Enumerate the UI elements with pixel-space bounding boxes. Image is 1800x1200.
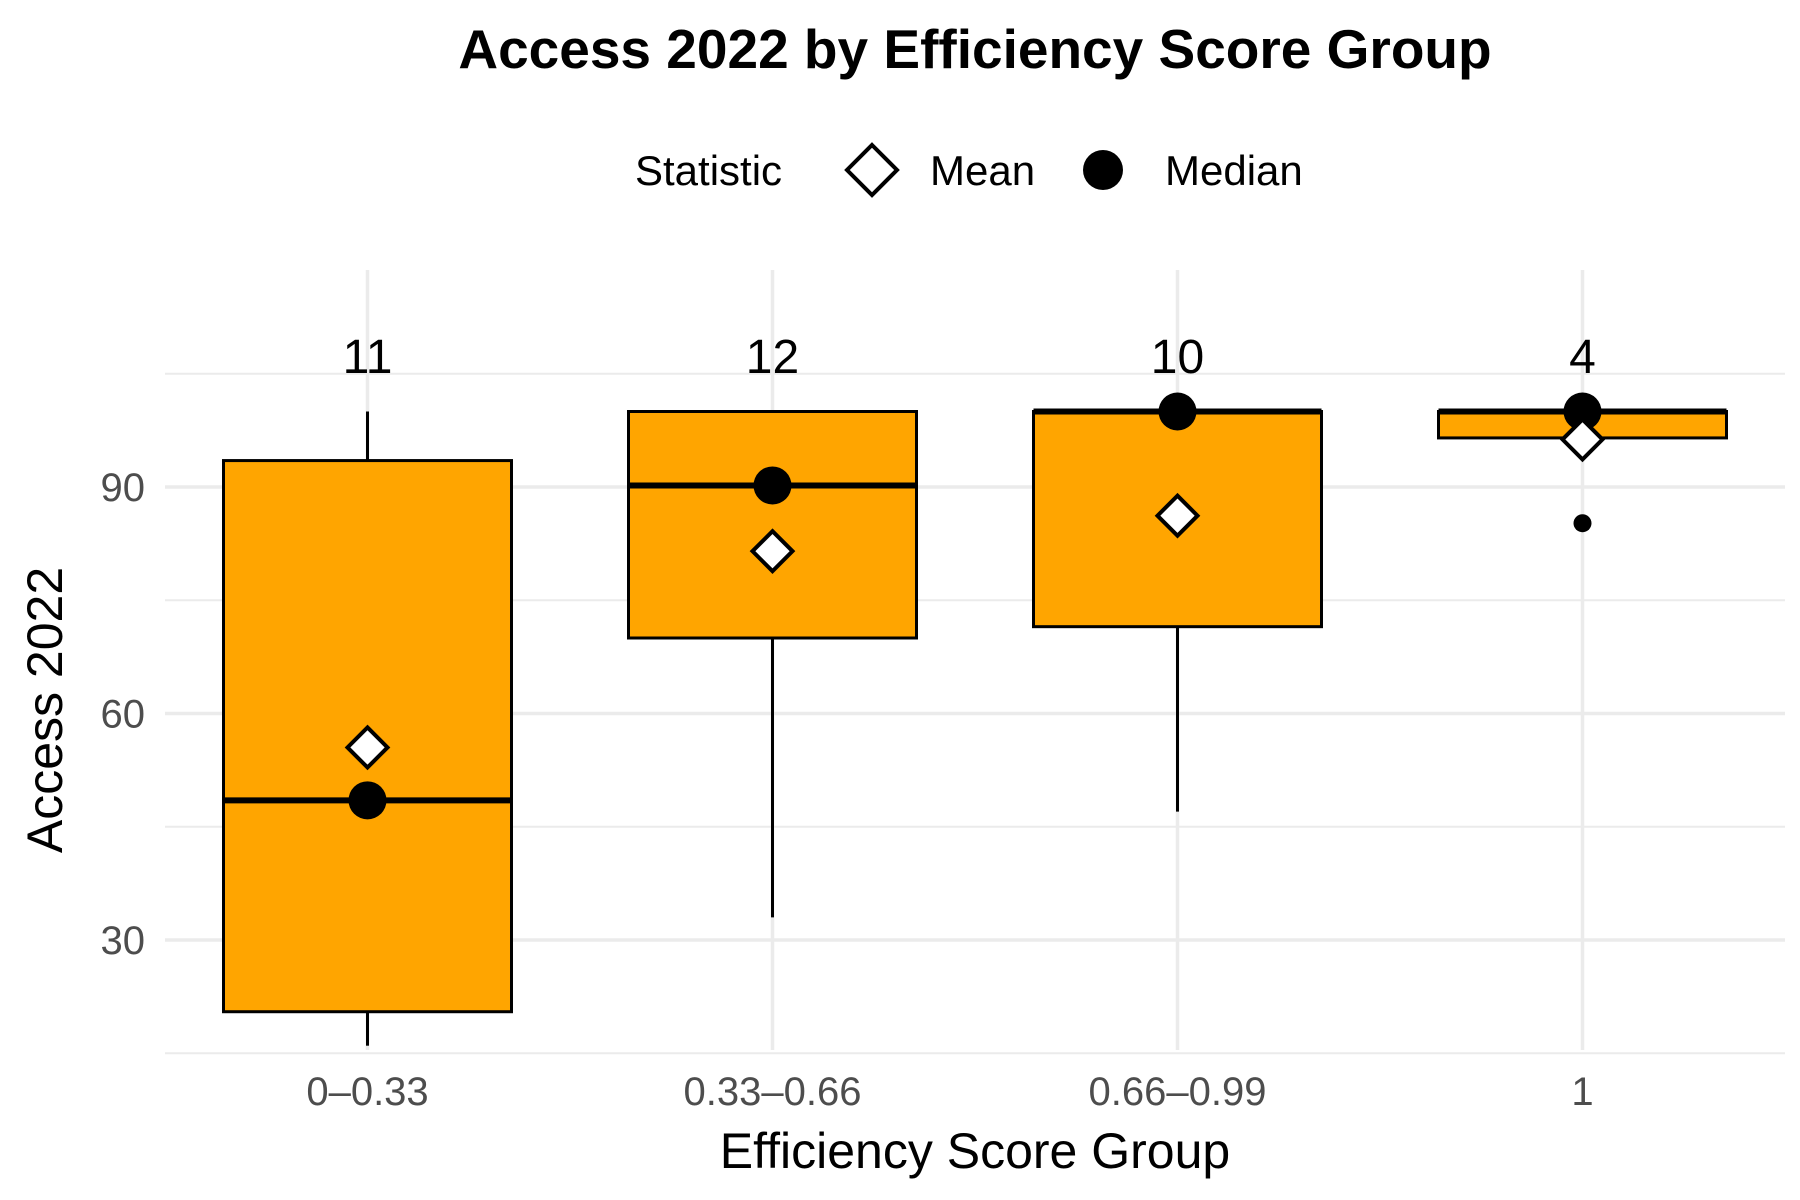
median-point — [1563, 392, 1602, 431]
median-point — [1158, 392, 1197, 431]
count-label: 11 — [343, 331, 393, 384]
mean-point — [749, 528, 796, 575]
legend: Statistic Mean Median — [635, 142, 1303, 198]
y-tick-label: 30 — [101, 919, 146, 963]
median-point — [348, 781, 387, 820]
legend-mean-label: Mean — [930, 147, 1035, 194]
legend-title: Statistic — [635, 147, 782, 194]
boxes: 11 12 10 4 — [222, 331, 1728, 1046]
x-tick-label: 1 — [1571, 1070, 1593, 1114]
x-tick-label: 0–0.33 — [306, 1070, 428, 1114]
box — [627, 410, 918, 640]
x-axis-title: Efficiency Score Group — [720, 1123, 1230, 1179]
count-label: 10 — [1151, 331, 1204, 384]
box-group: 4 — [1437, 331, 1728, 533]
box-group: 11 — [222, 331, 513, 1046]
mean-point — [1559, 416, 1606, 463]
count-label: 4 — [1569, 331, 1596, 384]
y-axis: 30 60 90 — [101, 466, 146, 963]
median-point — [753, 466, 792, 505]
count-label: 12 — [746, 331, 799, 384]
legend-median-key: Median — [1083, 147, 1303, 194]
legend-mean-key: Mean — [844, 142, 1035, 198]
outlier-point — [1573, 514, 1592, 533]
x-axis: 0–0.33 0.33–0.66 0.66–0.99 1 — [306, 1070, 1593, 1114]
y-tick-label: 90 — [101, 466, 146, 510]
mean-point — [1154, 492, 1201, 539]
x-tick-label: 0.66–0.99 — [1089, 1070, 1267, 1114]
median-circle-icon — [1083, 150, 1123, 190]
y-tick-label: 60 — [101, 693, 146, 737]
y-axis-title: Access 2022 — [17, 567, 73, 853]
mean-point — [344, 724, 391, 771]
mean-diamond-icon — [844, 142, 900, 198]
box-group: 12 — [627, 331, 918, 918]
legend-median-label: Median — [1165, 147, 1303, 194]
x-tick-label: 0.33–0.66 — [684, 1070, 862, 1114]
box-group: 10 — [1032, 331, 1323, 812]
chart-title: Access 2022 by Efficiency Score Group — [458, 18, 1491, 80]
